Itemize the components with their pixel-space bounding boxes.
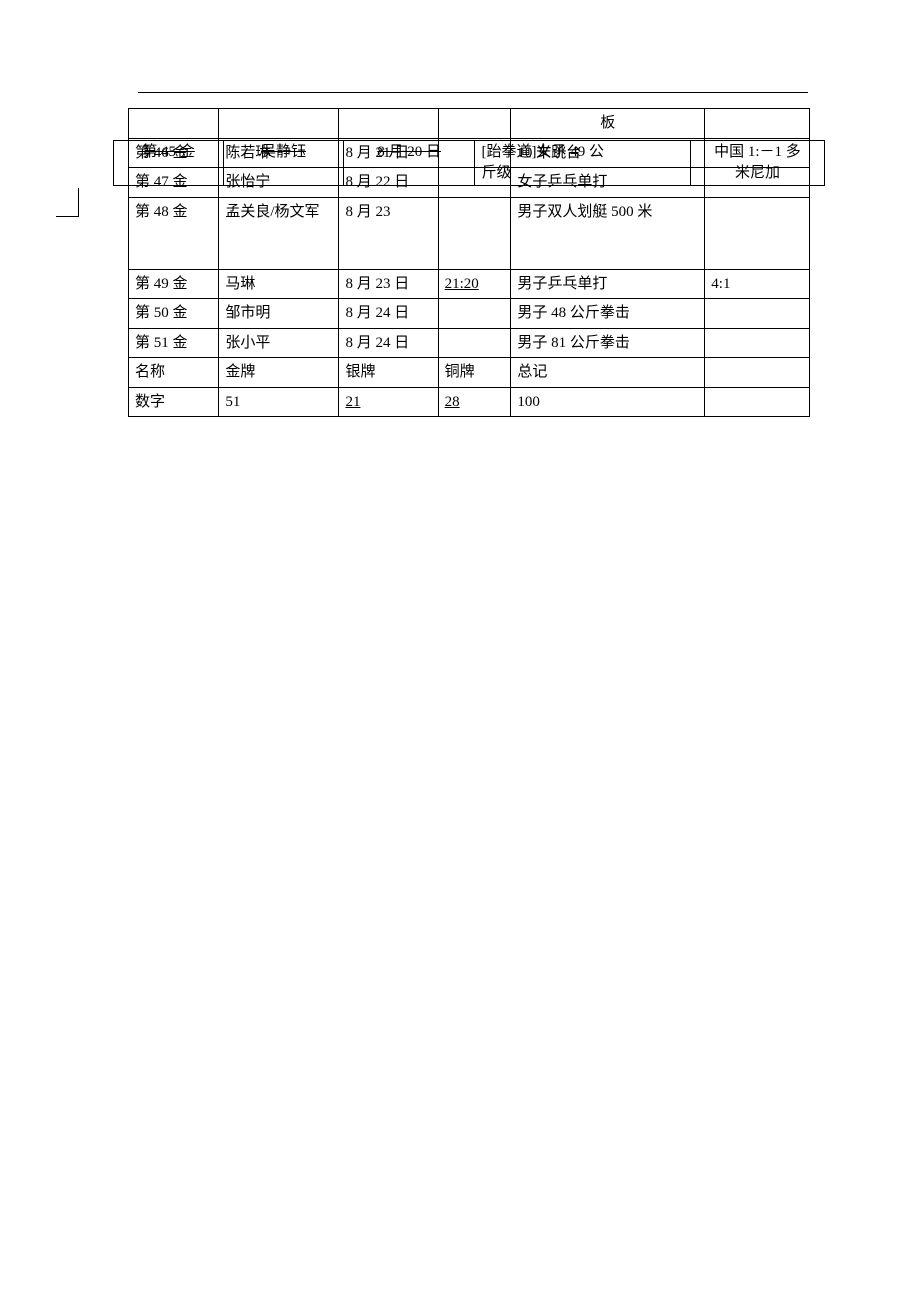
- text: 第 51 金: [135, 335, 188, 351]
- cell-event: 男子双人划艇 500 米: [511, 197, 705, 269]
- text: 斤级: [481, 165, 511, 181]
- cell: 总记: [511, 358, 705, 388]
- cell-date: 8 月 23 日: [339, 269, 438, 299]
- text: 8 月 24 日: [345, 305, 409, 321]
- table-row: 第 49 金 马琳 8 月 23 日 21:20 男子乒乓单打 4:1: [129, 269, 810, 299]
- text: 第 48 金: [135, 204, 188, 220]
- text: 张小平: [225, 335, 270, 351]
- cell-athlete: 吴静钰: [224, 141, 344, 186]
- text: 100: [517, 394, 540, 410]
- text: 板: [600, 115, 615, 131]
- cell-athlete: 张小平: [219, 328, 339, 358]
- text: 28: [445, 394, 460, 410]
- text: 邹市明: [225, 305, 270, 321]
- text: [跆拳道]女子 49 公: [481, 144, 604, 160]
- text: 21:20: [445, 276, 479, 292]
- cell-time: 21:20: [438, 269, 511, 299]
- cell: 数字: [129, 387, 219, 417]
- text: 男子 81 公斤拳击: [517, 335, 630, 351]
- text: 孟关良/杨文军: [225, 204, 319, 220]
- cell: 板: [511, 109, 705, 139]
- cell: [438, 328, 511, 358]
- cell-event: [跆拳道]女子 49 公 斤级: [475, 141, 690, 186]
- text: 第 45 金: [142, 144, 195, 160]
- cell: 21: [339, 387, 438, 417]
- cell-athlete: 马琳: [219, 269, 339, 299]
- cell-medal: 第 49 金: [129, 269, 219, 299]
- text: 8 月 20 日: [377, 144, 441, 160]
- cell: 100: [511, 387, 705, 417]
- text: 中国 1:－1 多: [714, 144, 801, 160]
- text: 8 月 23: [345, 204, 390, 220]
- cell-medal: 第 45 金: [114, 141, 224, 186]
- cell: 铜牌: [438, 358, 511, 388]
- overlay-row: 第 45 金 吴静钰 8 月 20 日 [跆拳道]女子 49 公 斤级 中国 1…: [113, 140, 825, 186]
- cell-event: 男子乒乓单打: [511, 269, 705, 299]
- text: 男子乒乓单打: [517, 276, 607, 292]
- text: 男子双人划艇 500 米: [517, 204, 652, 220]
- header-rule: [138, 92, 808, 93]
- cell: [705, 328, 810, 358]
- page: 第 45 金 吴静钰 8 月 20 日 [跆拳道]女子 49 公 斤级 中国 1…: [0, 0, 920, 1302]
- text: 名称: [135, 364, 165, 380]
- cell: [129, 109, 219, 139]
- text: 米尼加: [735, 165, 780, 181]
- cell-athlete: 邹市明: [219, 299, 339, 329]
- text: 第 50 金: [135, 305, 188, 321]
- text: 21: [345, 394, 360, 410]
- cell: 51: [219, 387, 339, 417]
- table-row: 第 45 金 吴静钰 8 月 20 日 [跆拳道]女子 49 公 斤级 中国 1…: [114, 141, 825, 186]
- text: 马琳: [225, 276, 255, 292]
- cell-event: 男子 81 公斤拳击: [511, 328, 705, 358]
- text: 第 49 金: [135, 276, 188, 292]
- cell: [219, 109, 339, 139]
- cell: 名称: [129, 358, 219, 388]
- cell-date: 8 月 20 日: [343, 141, 475, 186]
- cell-date: 8 月 24 日: [339, 299, 438, 329]
- text: 金牌: [225, 364, 255, 380]
- cell-result: 4:1: [705, 269, 810, 299]
- table-row: 第 51 金 张小平 8 月 24 日 男子 81 公斤拳击: [129, 328, 810, 358]
- cell: [705, 387, 810, 417]
- cell-athlete: 孟关良/杨文军: [219, 197, 339, 269]
- cell-medal: 第 50 金: [129, 299, 219, 329]
- text: 铜牌: [445, 364, 475, 380]
- cell: [339, 109, 438, 139]
- cell-medal: 第 51 金: [129, 328, 219, 358]
- cell: [705, 299, 810, 329]
- cell: [705, 109, 810, 139]
- text: 8 月 24 日: [345, 335, 409, 351]
- table-row: 板: [129, 109, 810, 139]
- text: 4:1: [711, 276, 730, 292]
- cell: [438, 109, 511, 139]
- cell: 银牌: [339, 358, 438, 388]
- text: 数字: [135, 394, 165, 410]
- cell: [438, 197, 511, 269]
- table-row: 数字 51 21 28 100: [129, 387, 810, 417]
- text: 银牌: [345, 364, 375, 380]
- cell-result: 中国 1:－1 多 米尼加: [690, 141, 824, 186]
- cell: [438, 299, 511, 329]
- cell: [705, 358, 810, 388]
- table-row: 第 50 金 邹市明 8 月 24 日 男子 48 公斤拳击: [129, 299, 810, 329]
- table-row: 名称 金牌 银牌 铜牌 总记: [129, 358, 810, 388]
- text: 吴静钰: [261, 144, 306, 160]
- text: 总记: [517, 364, 547, 380]
- cell-event: 男子 48 公斤拳击: [511, 299, 705, 329]
- text: 8 月 23 日: [345, 276, 409, 292]
- cell: [705, 197, 810, 269]
- cell-date: 8 月 24 日: [339, 328, 438, 358]
- text: 51: [225, 394, 240, 410]
- text: 男子 48 公斤拳击: [517, 305, 630, 321]
- cell-medal: 第 48 金: [129, 197, 219, 269]
- margin-box: [56, 188, 79, 217]
- cell: 28: [438, 387, 511, 417]
- cell-date: 8 月 23: [339, 197, 438, 269]
- cell: 金牌: [219, 358, 339, 388]
- table-row: 第 48 金 孟关良/杨文军 8 月 23 男子双人划艇 500 米: [129, 197, 810, 269]
